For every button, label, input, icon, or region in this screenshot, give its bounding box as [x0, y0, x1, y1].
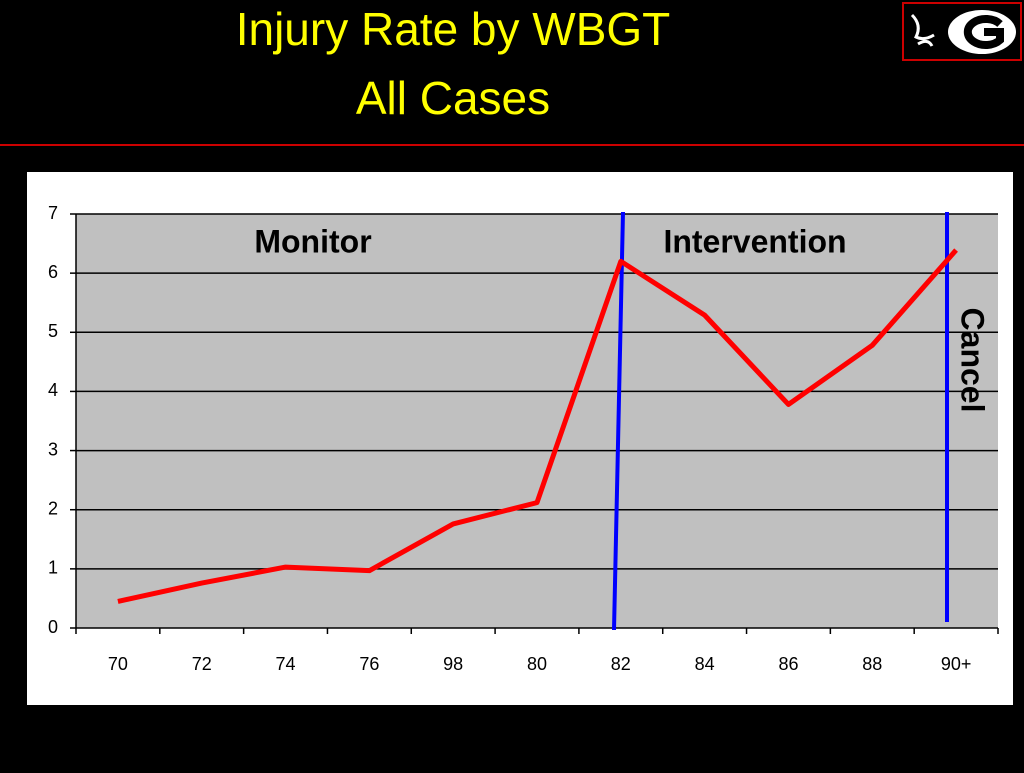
y-tick-label: 1 — [48, 558, 58, 578]
y-tick-label: 7 — [48, 203, 58, 223]
y-tick-label: 3 — [48, 439, 58, 459]
logo — [902, 2, 1022, 61]
data-line — [117, 248, 958, 604]
x-tick-label: 72 — [192, 654, 212, 674]
annotation: Cancel — [955, 308, 991, 413]
x-tick-label: 84 — [695, 654, 715, 674]
y-tick-label: 6 — [48, 262, 58, 282]
x-tick-label: 70 — [108, 654, 128, 674]
x-tick-label: 86 — [778, 654, 798, 674]
x-tick-label: 90+ — [941, 654, 972, 674]
x-tick-label: 98 — [443, 654, 463, 674]
threshold-line — [612, 211, 625, 631]
plot — [117, 248, 958, 604]
logo-mark — [910, 13, 935, 47]
y-tick-label: 0 — [48, 617, 58, 637]
x-tick-label: 82 — [611, 654, 631, 674]
plot-area — [76, 214, 998, 628]
annotation: Intervention — [663, 223, 846, 259]
x-tick-label: 88 — [862, 654, 882, 674]
x-tick-label: 76 — [359, 654, 379, 674]
title-line: Injury Rate by WBGT — [236, 3, 671, 55]
y-tick-label: 2 — [48, 498, 58, 518]
grid: 0 1 2 3 4 5 6 7 70 72 74 76 98 80 82 84 86 88 90+ — [48, 203, 999, 674]
logo-g — [963, 15, 1004, 49]
title-line: All Cases — [356, 72, 550, 124]
x-tick-label: 74 — [276, 654, 296, 674]
x-tick-label: 80 — [527, 654, 547, 674]
annotation: Monitor — [254, 223, 371, 259]
y-tick-label: 5 — [48, 321, 58, 341]
y-tick-label: 4 — [48, 380, 58, 400]
